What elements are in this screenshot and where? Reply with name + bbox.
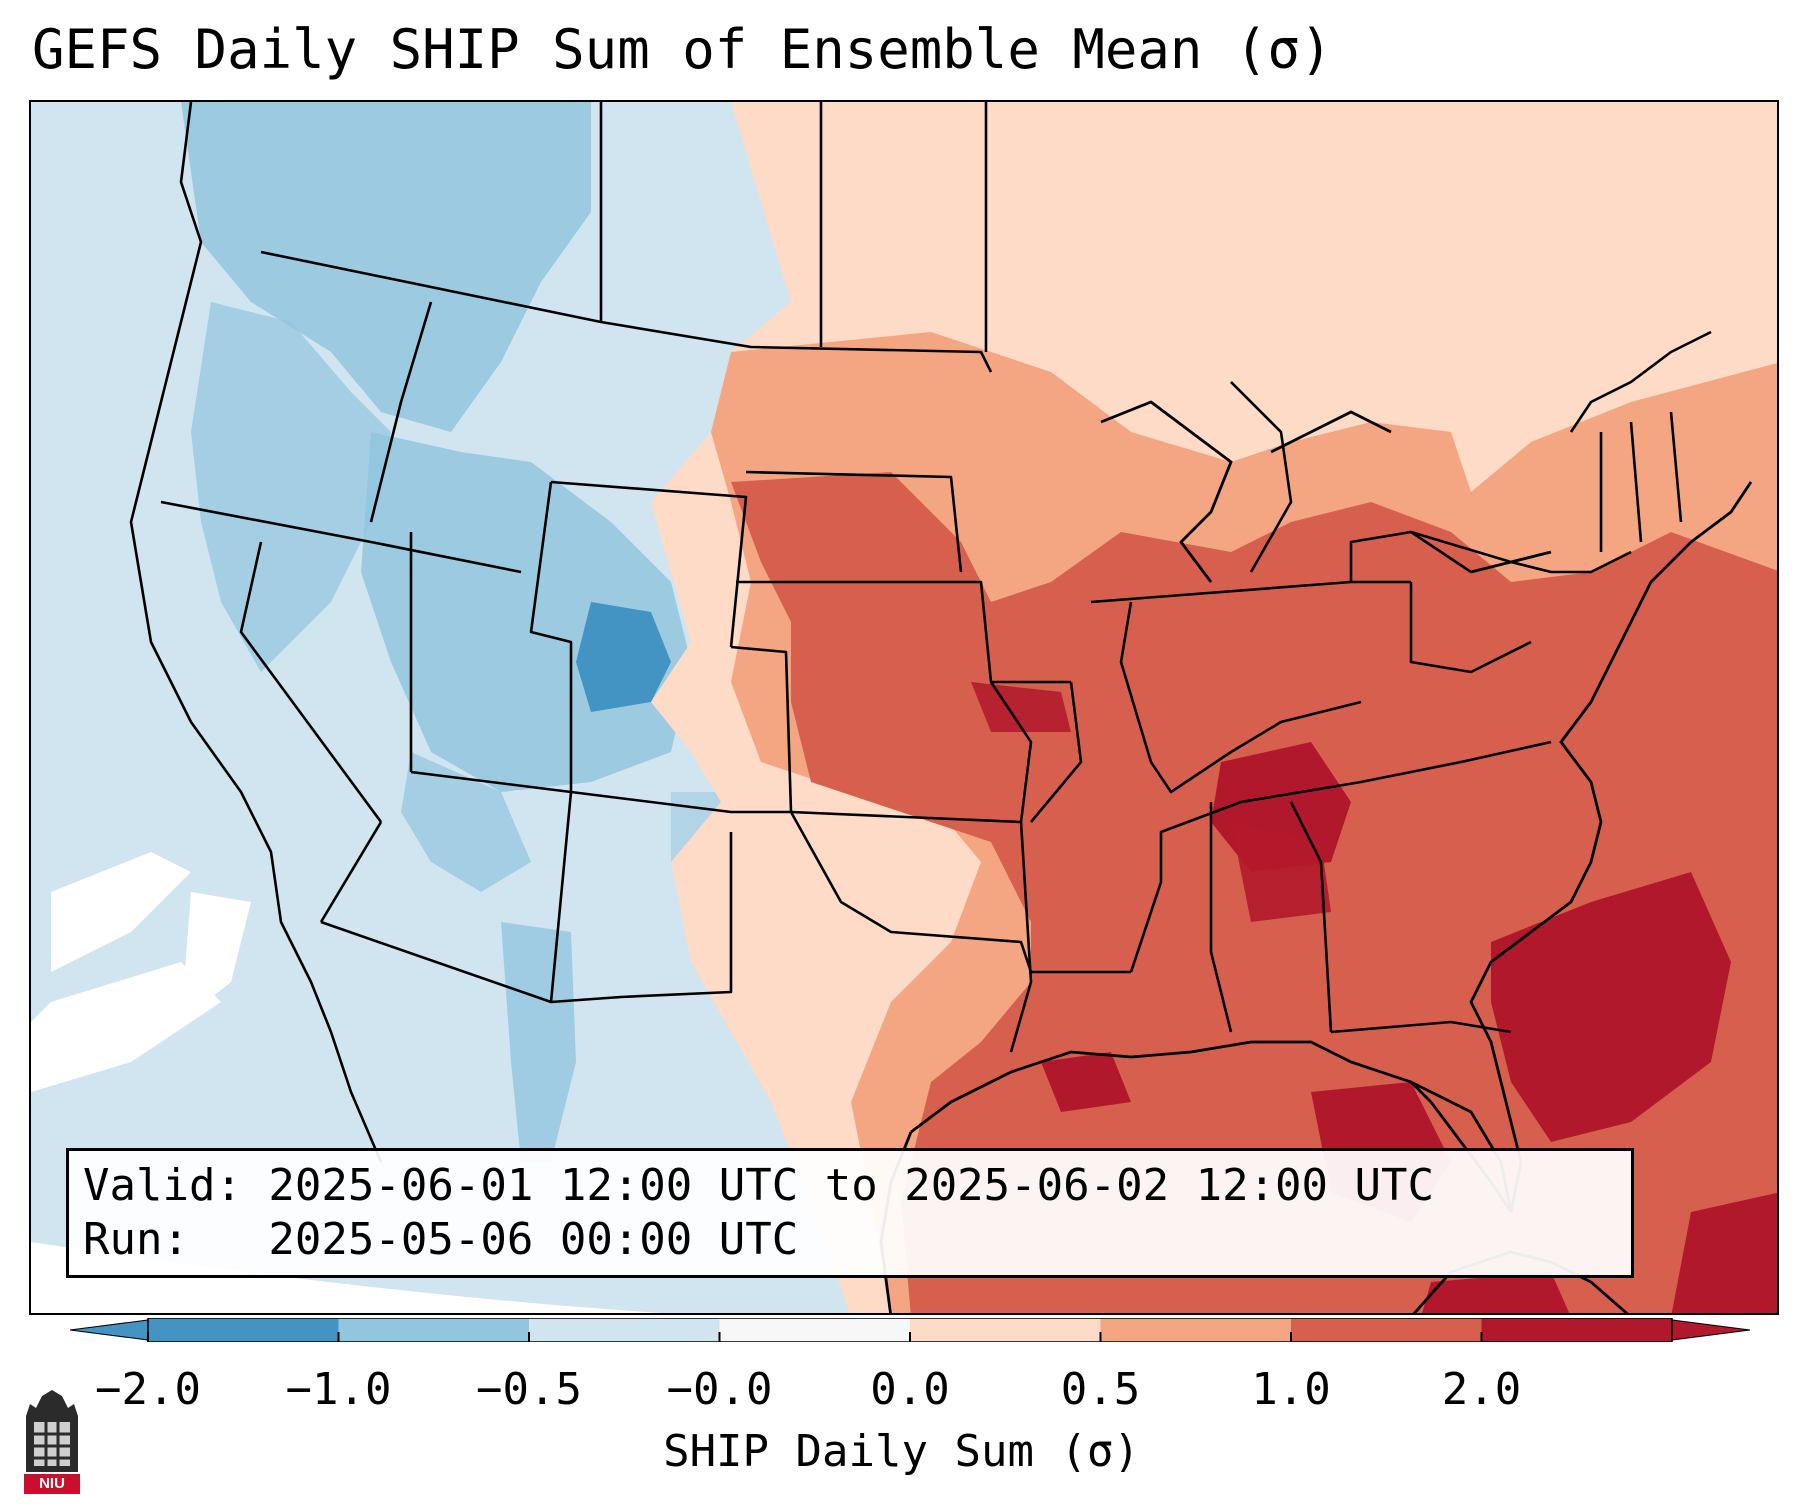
map-panel (29, 100, 1779, 1315)
colorbar-segment (529, 1318, 720, 1342)
colorbar-tick-label: −1.0 (285, 1364, 392, 1415)
colorbar-segment (148, 1318, 339, 1342)
colorbar-extend-high (1671, 1319, 1750, 1341)
colorbar-segment (910, 1318, 1101, 1342)
valid-info-box: Valid: 2025-06-01 12:00 UTC to 2025-06-0… (66, 1148, 1634, 1278)
colorbar-segment (338, 1318, 530, 1342)
colorbar-tick-label: −0.0 (666, 1364, 773, 1415)
colorbar-extend-low (70, 1319, 149, 1341)
colorbar-tick-label: −0.5 (476, 1364, 582, 1415)
niu-logo-text: NIU (39, 1475, 65, 1492)
colorbar-ticks (147, 1332, 1483, 1342)
colorbar (70, 1318, 1750, 1342)
field-blue-regions (181, 102, 731, 1162)
niu-logo (24, 1390, 80, 1494)
colorbar-segment (719, 1318, 911, 1342)
colorbar-segments (70, 1318, 1750, 1342)
colorbar-tick-label: 0.0 (870, 1364, 950, 1415)
colorbar-segment (1100, 1318, 1292, 1342)
colorbar-outline (147, 1318, 1673, 1342)
colorbar-tick-label: 2.0 (1441, 1364, 1522, 1415)
state-boundaries (129, 102, 1712, 1163)
colorbar-segment (1481, 1318, 1673, 1342)
valid-time-line: Valid: 2025-06-01 12:00 UTC to 2025-06-0… (83, 1160, 1435, 1211)
field-red-regions (651, 102, 1777, 1313)
colorbar-label: SHIP Daily Sum (σ) (663, 1426, 1140, 1477)
map-canvas (31, 102, 1777, 1313)
colorbar-tick-label: 1.0 (1251, 1364, 1331, 1415)
field-white-patches (31, 852, 251, 1092)
map-title: GEFS Daily SHIP Sum of Ensemble Mean (σ) (32, 18, 1333, 81)
colorbar-tick-label: 0.5 (1060, 1364, 1141, 1415)
run-time-line: Run: 2025-05-06 00:00 UTC (83, 1214, 799, 1265)
colorbar-tick-label: −2.0 (95, 1364, 201, 1415)
colorbar-segment (1291, 1318, 1482, 1342)
projection-edge-left (31, 1242, 662, 1313)
